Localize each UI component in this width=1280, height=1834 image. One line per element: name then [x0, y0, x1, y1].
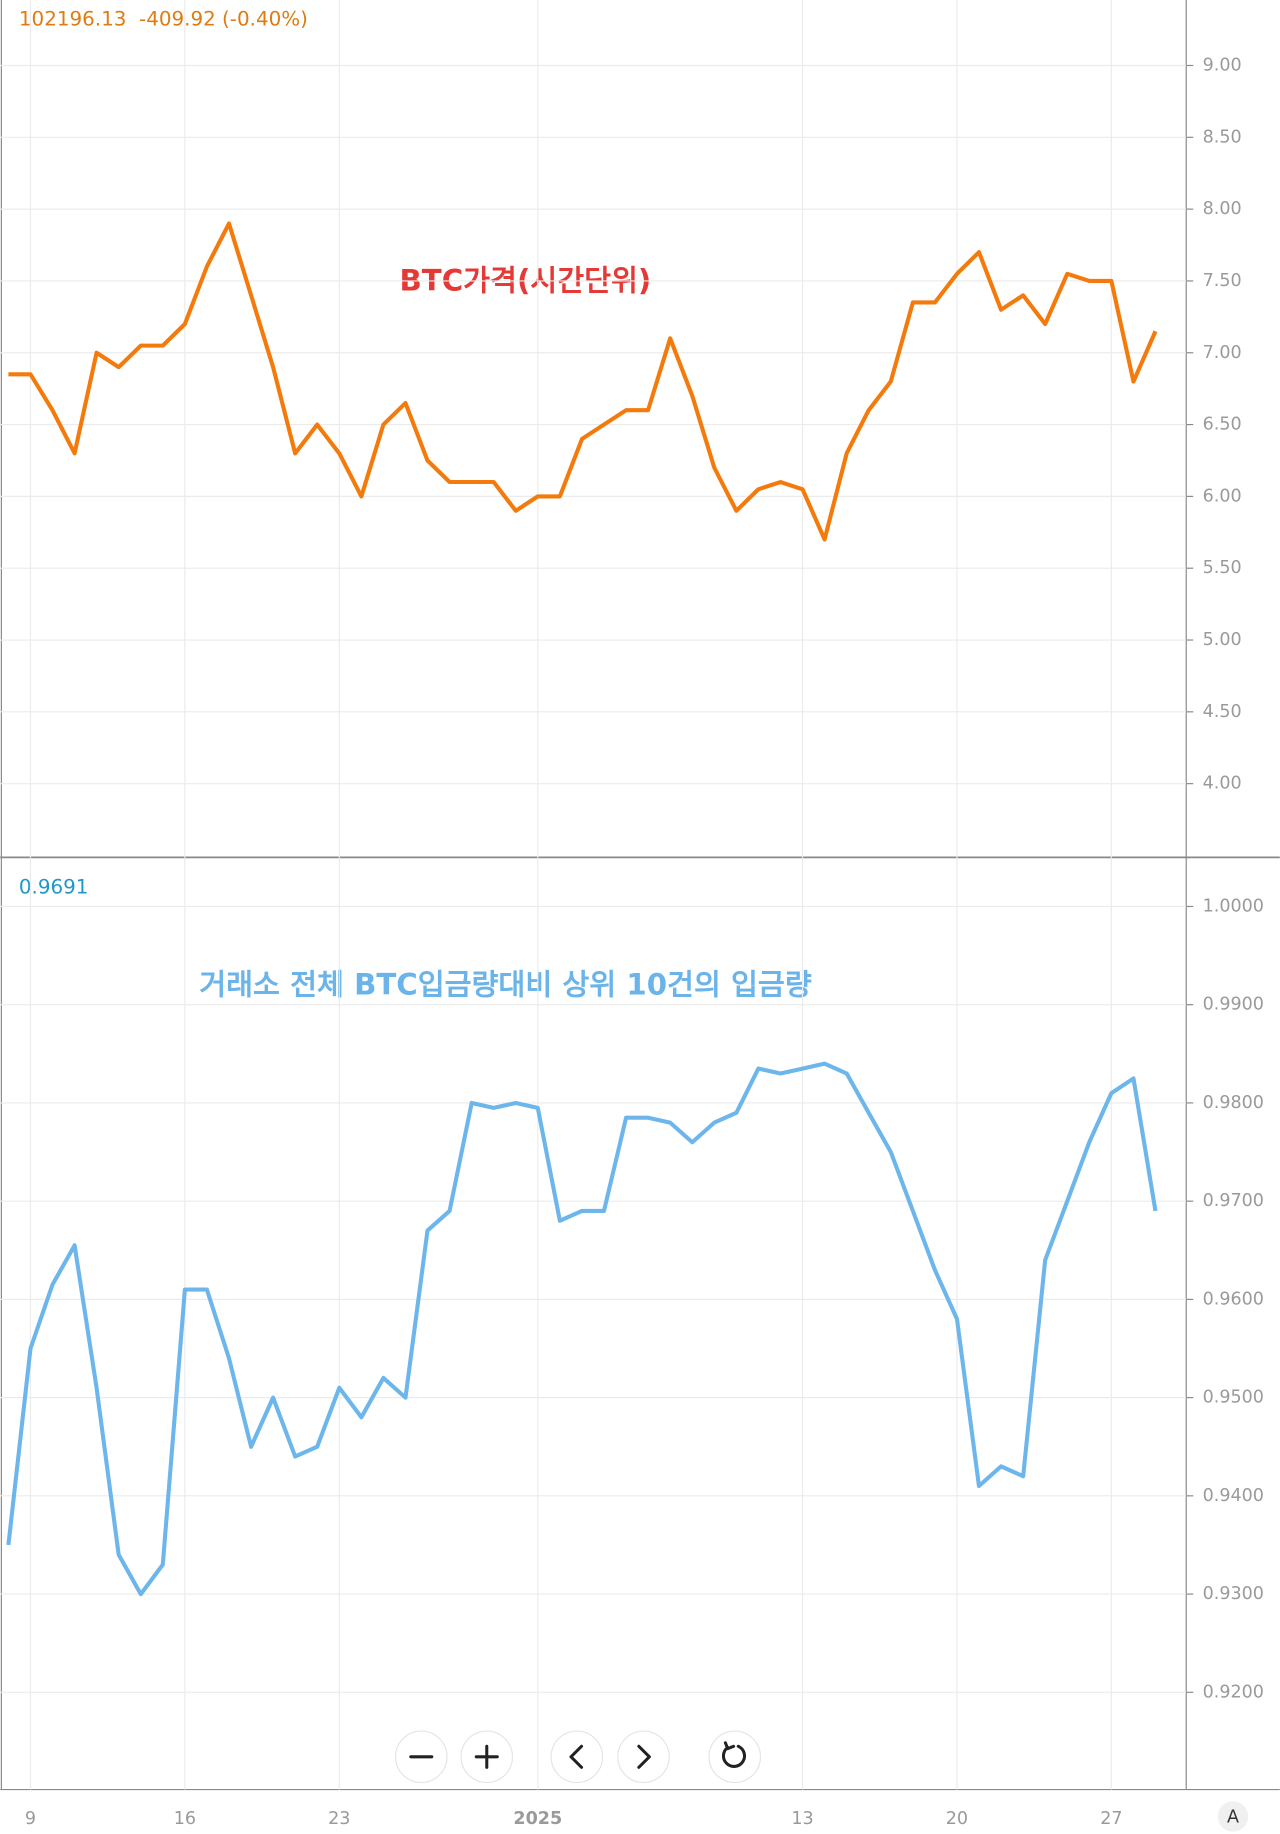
x-tick-label: 27	[1100, 1809, 1122, 1829]
y-tick-label: 0.9700	[1203, 1191, 1264, 1211]
x-tick-label: 13	[791, 1809, 813, 1829]
y-tick-label: 7.00	[1203, 343, 1242, 363]
y-tick-label: 0.9300	[1203, 1584, 1264, 1604]
zoom-in-button[interactable]	[460, 1730, 514, 1784]
y-tick-label: 0.9900	[1203, 995, 1264, 1015]
scroll-left-button[interactable]	[550, 1730, 604, 1784]
x-tick-label: 20	[946, 1809, 968, 1829]
indicator-header: 0.9691	[19, 875, 89, 898]
y-tick-label: 0.9200	[1203, 1682, 1264, 1702]
y-tick-label: 5.50	[1203, 558, 1242, 578]
price-header: 102196.13 -409.92 (-0.40%)	[19, 7, 308, 30]
zoom-out-button[interactable]	[394, 1730, 448, 1784]
y-tick-label: 6.00	[1203, 486, 1242, 506]
y-tick-label: 4.00	[1203, 774, 1242, 794]
y-tick-label: 9.00	[1203, 55, 1242, 75]
x-tick-label: 16	[174, 1809, 196, 1829]
scroll-right-button[interactable]	[617, 1730, 670, 1784]
data-line	[6, 1061, 1158, 1597]
y-tick-label: 0.9500	[1203, 1388, 1264, 1408]
y-tick-label: 8.00	[1203, 199, 1242, 219]
auto-scale-button[interactable]: A	[1217, 1801, 1249, 1832]
y-tick-label: 4.50	[1203, 702, 1242, 722]
y-tick-label: 1.0000	[1203, 896, 1264, 916]
reset-button[interactable]	[708, 1730, 762, 1784]
y-tick-label: 7.50	[1203, 271, 1242, 291]
y-tick-label: 0.9800	[1203, 1093, 1264, 1113]
y-tick-label: 0.9600	[1203, 1289, 1264, 1309]
x-tick-label: 2025	[513, 1809, 562, 1829]
y-tick-label: 0.9400	[1203, 1486, 1264, 1506]
annotation: 거래소 전체 BTC입금량대비 상위 10건의 입금량	[199, 968, 812, 1002]
y-tick-label: 5.00	[1203, 630, 1242, 650]
x-tick-label: 9	[25, 1809, 36, 1829]
y-tick-label: 8.50	[1203, 127, 1242, 147]
data-line	[8, 221, 1158, 542]
x-tick-label: 23	[328, 1809, 350, 1829]
auto-scale-label: A	[1227, 1808, 1239, 1828]
y-tick-label: 6.50	[1203, 415, 1242, 435]
